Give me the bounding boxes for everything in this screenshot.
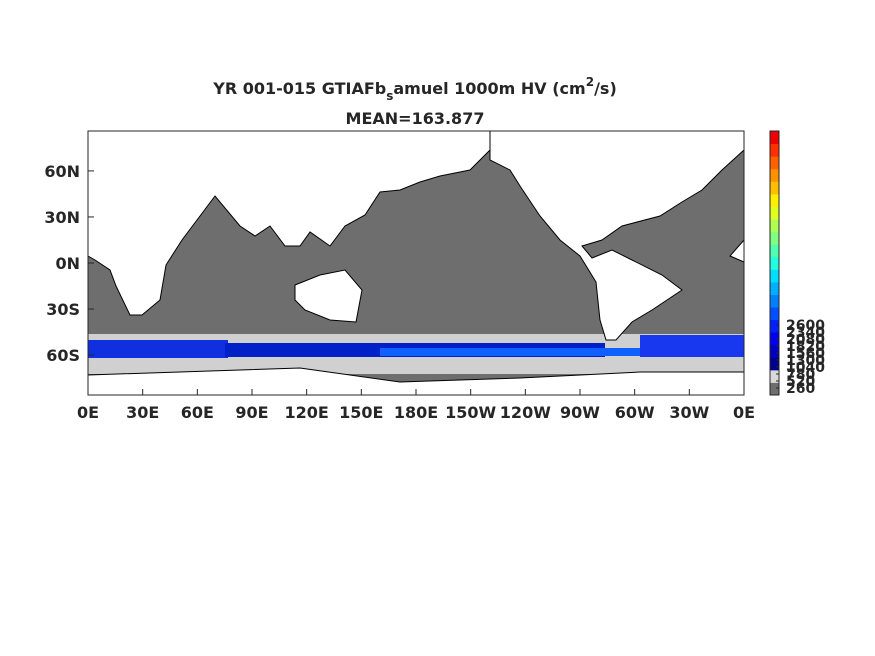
plot-title: YR 001-015 GTIAFbsamuel 1000m HV (cm2/s) [212,75,617,103]
title-part: /s) [594,79,617,98]
x-tick-label: 60E [181,403,214,422]
title-subscript: s [386,89,393,103]
colorbar-tick-label: 1560 [786,346,825,362]
colorbar-segment [770,193,779,207]
colorbar-tick-label: 1300 [786,353,825,369]
x-tick-label: 120E [285,403,329,422]
axes: 0E 30E 60E 90E 120E 150E 180E 150W 120W 90W 60W 30W… [44,162,755,422]
x-tick-label: 150W [445,403,496,422]
x-tick-label: 30W [669,403,709,422]
colorbar-segment [770,357,779,371]
y-tick-label: 0N [55,254,80,273]
colorbar-segment [770,143,779,157]
colorbar-tick-label: 2080 [786,332,825,348]
x-tick-label: 90W [560,403,600,422]
x-tick-label: 90E [235,403,268,422]
colorbar-segment [770,181,779,195]
colorbar-tick-label: 780 [786,367,815,383]
colorbar-segment [770,269,779,283]
colorbar-segment [770,319,779,333]
y-tick-label: 60S [46,346,80,365]
high-value-band [640,335,744,357]
colorbar-segment [770,294,779,308]
y-tick-label: 30N [44,208,80,227]
x-tick-label: 0E [733,403,755,422]
continent [294,269,363,323]
x-tick-label: 0E [77,403,99,422]
colorbar-tick-label: 1820 [786,339,825,355]
colorbar-segment [770,231,779,245]
colorbar-segment [770,168,779,182]
colorbar-segment [770,332,779,346]
colorbar-segment [770,382,779,396]
colorbar-tick-label: 2340 [786,325,825,341]
y-tick-label: 60N [44,162,80,181]
colorbar-segment [770,156,779,170]
colorbar-segment [770,206,779,220]
continent [489,130,745,341]
colorbar-segment [770,281,779,295]
colorbar-segment [770,344,779,358]
x-tick-label: 150E [339,403,383,422]
x-tick-label: 180E [394,403,438,422]
title-part: amuel 1000m HV (cm [393,79,585,98]
colorbar-segment [770,131,779,145]
x-tick-label: 30E [126,403,159,422]
map-field [87,130,745,396]
y-tick-label: 30S [46,300,80,319]
x-tick-label: 60W [615,403,655,422]
colorbar-segment [770,369,779,383]
colorbar-tick-label: 260 [786,381,815,397]
colorbar-tick-label: 1040 [786,360,825,376]
title-part: YR 001-015 GTIAFb [212,79,386,98]
colorbar-segment [770,307,779,321]
high-value-band [380,348,640,356]
plot-subtitle: MEAN=163.877 [346,109,485,128]
x-tick-label: 120W [500,403,551,422]
colorbar-segment [770,256,779,270]
colorbar-tick-label: 520 [786,374,815,390]
colorbar-frame [769,130,780,396]
colorbar-tick-label: 2600 [786,318,825,334]
title-superscript: 2 [586,75,594,89]
continent [87,130,491,316]
high-value-band [88,340,228,358]
colorbar-segment [770,244,779,258]
colorbar-segment [770,219,779,233]
